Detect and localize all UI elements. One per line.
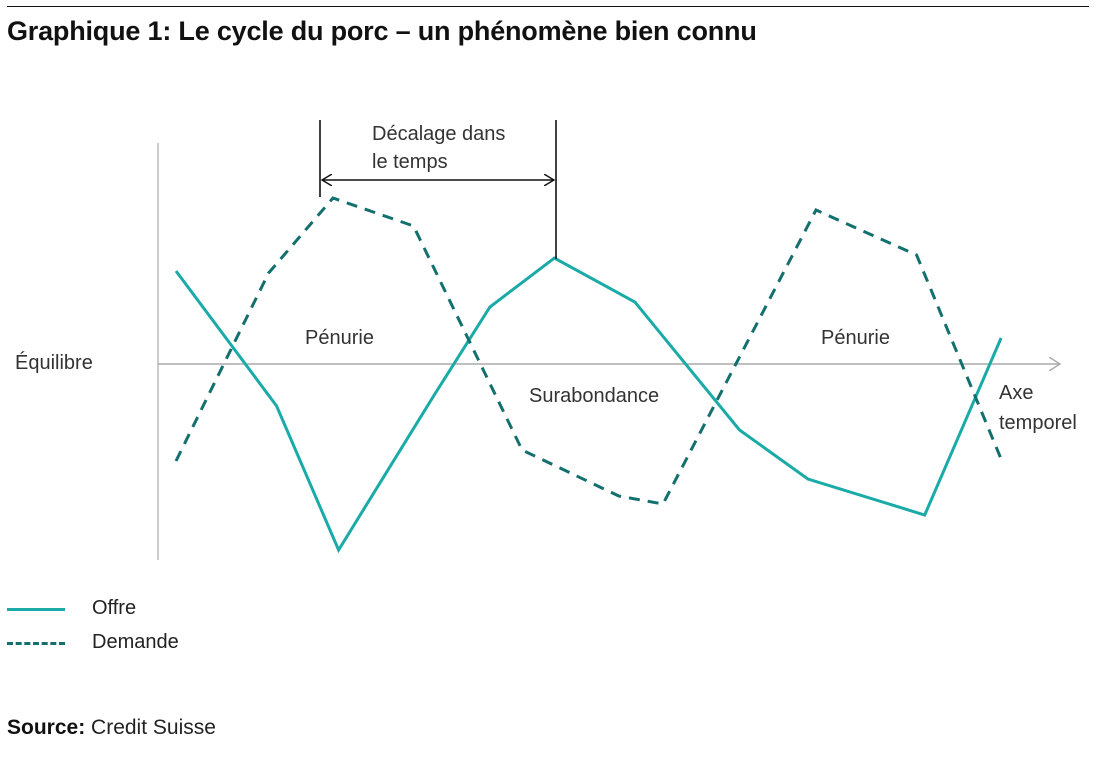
legend-swatch-demande (7, 642, 65, 645)
series-line-demande (174, 196, 1003, 506)
source-text: Credit Suisse (91, 716, 216, 739)
source-label: Source: (7, 716, 86, 739)
annotation-shortage-right: Pénurie (821, 327, 890, 349)
annotation-shortage-left: Pénurie (305, 327, 374, 349)
annotation-surplus: Surabondance (529, 385, 659, 407)
chart-title: Graphique 1: Le cycle du porc – un phéno… (7, 16, 757, 46)
lag-label-line-1: Décalage dans (372, 123, 505, 145)
legend-swatch-offre (7, 608, 65, 611)
legend-label-demande: Demande (92, 631, 179, 653)
source-note: Source: Credit Suisse (7, 716, 216, 740)
lag-label-line-2: le temps (372, 151, 448, 173)
x-axis-label-line-2: temporel (999, 412, 1077, 434)
series-line-offre (174, 256, 1003, 554)
legend-label-offre: Offre (92, 597, 137, 619)
top-rule (7, 6, 1089, 7)
y-axis-label: Équilibre (15, 351, 93, 374)
x-axis-label-line-1: Axe (999, 382, 1033, 404)
